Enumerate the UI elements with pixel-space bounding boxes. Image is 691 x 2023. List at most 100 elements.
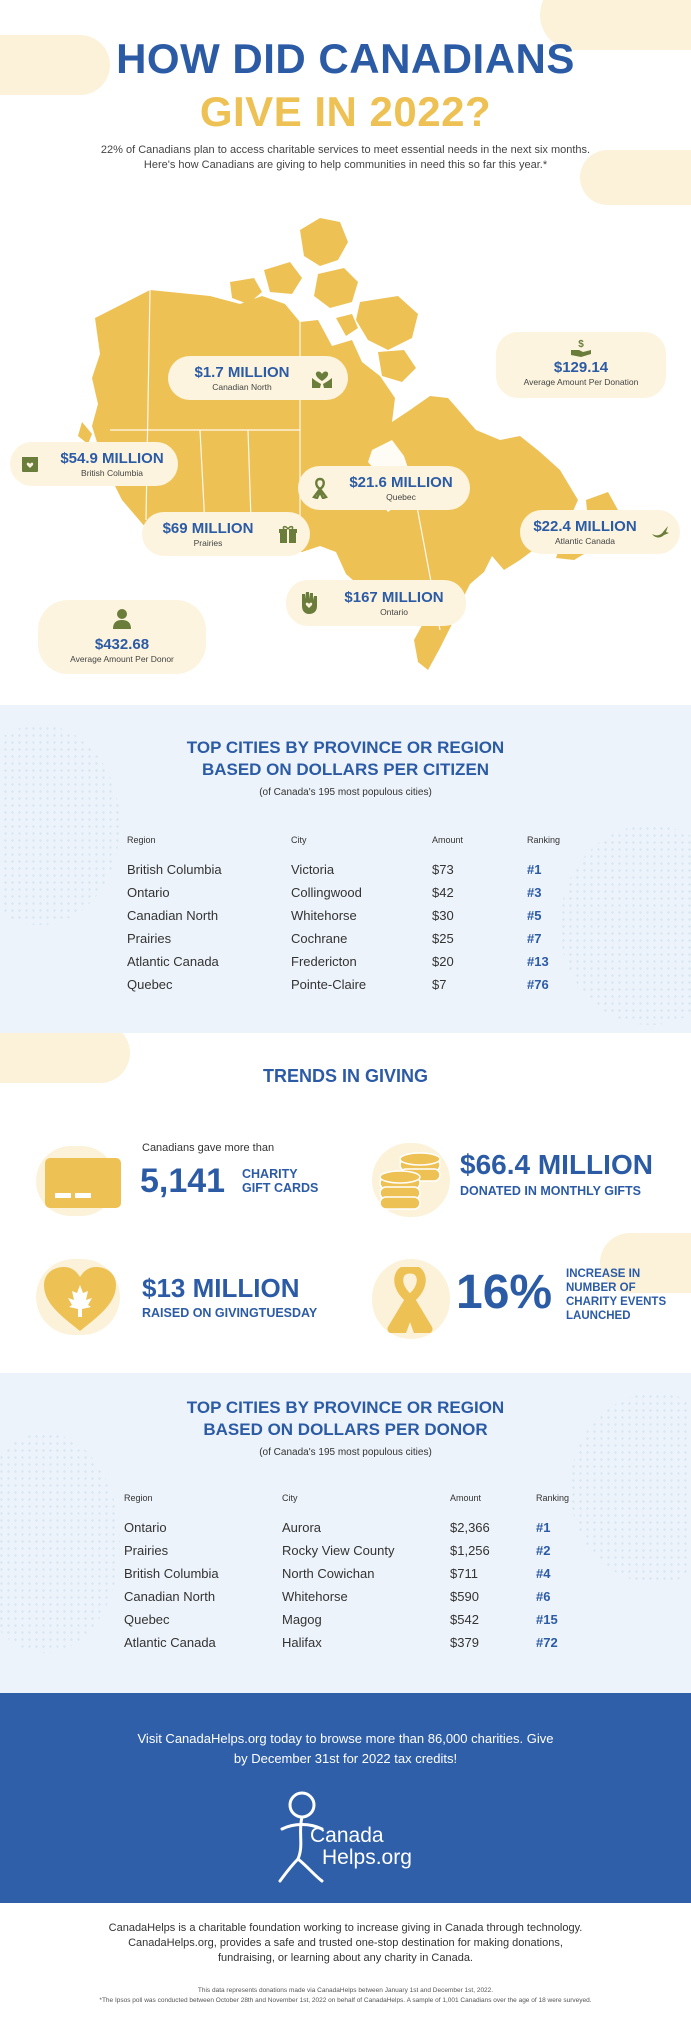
stat-amount: $167 MILLION <box>344 589 444 606</box>
arctic-island-shape <box>378 350 416 382</box>
charity-events-caption: INCREASE IN NUMBER OF CHARITY EVENTS LAU… <box>566 1267 666 1323</box>
gift-cards-stat: Canadians gave more than 5,141 CHARITY G… <box>36 1140 346 1220</box>
charity-events-percent: 16% <box>456 1266 553 1319</box>
box-heart-icon <box>22 457 38 472</box>
column-header: Amount <box>432 835 464 845</box>
stat-label: Ontario <box>380 607 408 617</box>
ranking-cell: #5 <box>527 908 542 923</box>
monthly-gifts-caption: DONATED IN MONTHLY GIFTS <box>460 1184 642 1198</box>
amount-cell: $590 <box>450 1589 479 1604</box>
donor-table-section: TOP CITIES BY PROVINCE OR REGION BASED O… <box>0 1373 691 1693</box>
cloud-decoration <box>0 1033 130 1083</box>
table-row: Ontario Collingwood $42 #3 <box>127 881 587 904</box>
title-line: BASED ON DOLLARS PER DONOR <box>203 1420 488 1439</box>
cloud-decoration <box>540 0 691 50</box>
region-cell: Prairies <box>124 1543 169 1558</box>
region-cell: Canadian North <box>124 1589 216 1604</box>
ranking-cell: #3 <box>527 885 542 900</box>
table-row: Prairies Cochrane $25 #7 <box>127 927 587 950</box>
ranking-cell: #6 <box>536 1589 551 1604</box>
city-cell: Pointe-Claire <box>291 977 367 992</box>
table-row: Atlantic Canada Fredericton $20 #13 <box>127 950 587 973</box>
stat-label: British Columbia <box>81 468 143 478</box>
cloud-decoration <box>580 150 691 205</box>
givingtuesday-stat: $13 MILLION RAISED ON GIVINGTUESDAY <box>36 1255 346 1345</box>
citizen-table-section: TOP CITIES BY PROVINCE OR REGION BASED O… <box>0 705 691 1033</box>
city-cell: Aurora <box>282 1520 322 1535</box>
hands-heart-icon <box>312 371 332 388</box>
table-row: Canadian North Whitehorse $30 #5 <box>127 904 587 927</box>
ranking-cell: #1 <box>527 862 542 877</box>
region-cell: British Columbia <box>127 862 222 877</box>
city-cell: Victoria <box>291 862 335 877</box>
column-header: Region <box>127 835 156 845</box>
amount-cell: $25 <box>432 931 454 946</box>
trends-title: TRENDS IN GIVING <box>262 1066 428 1086</box>
column-header: Ranking <box>536 1493 570 1503</box>
stat-amount: $54.9 MILLION <box>60 450 164 467</box>
region-cell: Ontario <box>124 1520 167 1535</box>
footer-line: CanadaHelps is a charitable foundation w… <box>108 1922 583 1934</box>
stat-label: Canadian North <box>212 382 272 392</box>
intro-line: 22% of Canadians plan to access charitab… <box>100 144 591 156</box>
region-cell: Ontario <box>127 885 170 900</box>
stat-average-per-donation: $ $129.14 Average Amount Per Donation <box>496 332 666 398</box>
arctic-island-shape <box>314 268 358 308</box>
caption-line: INCREASE IN <box>566 1268 641 1280</box>
arctic-island-shape <box>264 262 302 294</box>
coins-icon <box>379 1152 441 1210</box>
stat-ontario: $167 MILLION Ontario <box>286 580 466 626</box>
amount-cell: $711 <box>450 1566 478 1581</box>
ranking-cell: #2 <box>536 1543 551 1558</box>
canadahelps-logo[interactable]: Canada Helps.org <box>270 1789 430 1889</box>
cta-line: by December 31st for 2022 tax credits! <box>233 1751 458 1766</box>
givingtuesday-amount: $13 MILLION <box>142 1273 300 1303</box>
hero-section: HOW DID CANADIANS GIVE IN 2022? 22% of C… <box>0 0 691 705</box>
trends-section: TRENDS IN GIVING Canadians gave more tha… <box>0 1033 691 1373</box>
footer-line: fundraising, or learning about any chari… <box>218 1952 473 1964</box>
intro-line: Here's how Canadians are giving to help … <box>143 159 548 171</box>
amount-cell: $7 <box>432 977 447 992</box>
amount-cell: $542 <box>450 1612 479 1627</box>
amount-cell: $73 <box>432 862 454 877</box>
person-icon <box>113 609 131 629</box>
amount-cell: $42 <box>432 885 454 900</box>
city-cell: Halifax <box>282 1635 322 1650</box>
amount-cell: $2,366 <box>450 1520 490 1535</box>
stat-label: Average Amount Per Donation <box>523 377 639 387</box>
citizen-table: Region City Amount Ranking British Columbia… <box>127 835 587 996</box>
city-cell: North Cowichan <box>282 1566 375 1581</box>
stat-average-per-donor: $432.68 Average Amount Per Donor <box>38 600 206 674</box>
column-header: City <box>291 835 307 845</box>
caption-line: CHARITY EVENTS <box>566 1296 667 1308</box>
footer-note: *The Ipsos poll was conducted between Oc… <box>99 1997 592 2004</box>
citizen-table-title: TOP CITIES BY PROVINCE OR REGION BASED O… <box>0 737 691 781</box>
stick-figure-logo-icon <box>278 1791 324 1883</box>
ranking-cell: #1 <box>536 1520 551 1535</box>
ranking-cell: #13 <box>527 954 549 969</box>
stat-atlantic-canada: $22.4 MILLION Atlantic Canada <box>520 510 680 554</box>
raised-hand-heart-icon <box>302 592 317 614</box>
arctic-island-shape <box>356 296 418 350</box>
stat-amount: $129.14 <box>553 359 609 376</box>
footer-section: CanadaHelps is a charitable foundation w… <box>0 1903 691 2023</box>
city-cell: Whitehorse <box>291 908 357 923</box>
column-header: Region <box>124 1493 153 1503</box>
citizen-table-subtitle: (of Canada's 195 most populous cities) <box>259 787 432 798</box>
cloud-decoration <box>0 35 110 95</box>
city-cell: Cochrane <box>291 931 348 946</box>
table-row: British Columbia North Cowichan $711 #4 <box>124 1562 596 1585</box>
gift-icon <box>279 525 297 543</box>
monthly-gifts-stat: $66.4 MILLION DONATED IN MONTHLY GIFTS <box>372 1137 682 1227</box>
table-row: British Columbia Victoria $73 #1 <box>127 858 587 881</box>
footer-notes: This data represents donations made via … <box>10 1986 681 2006</box>
stat-label: Atlantic Canada <box>554 536 615 546</box>
stat-canadian-north: $1.7 MILLION Canadian North <box>168 356 348 400</box>
caption-line: NUMBER OF <box>566 1282 636 1294</box>
caption-line: CHARITY <box>242 1167 298 1181</box>
donor-table-subtitle: (of Canada's 195 most populous cities) <box>259 1447 432 1458</box>
ranking-cell: #72 <box>536 1635 558 1650</box>
stat-british-columbia: $54.9 MILLION British Columbia <box>10 442 178 486</box>
footer-about: CanadaHelps is a charitable foundation w… <box>30 1921 661 1966</box>
cta-section: Visit CanadaHelps.org today to browse mo… <box>0 1693 691 1903</box>
